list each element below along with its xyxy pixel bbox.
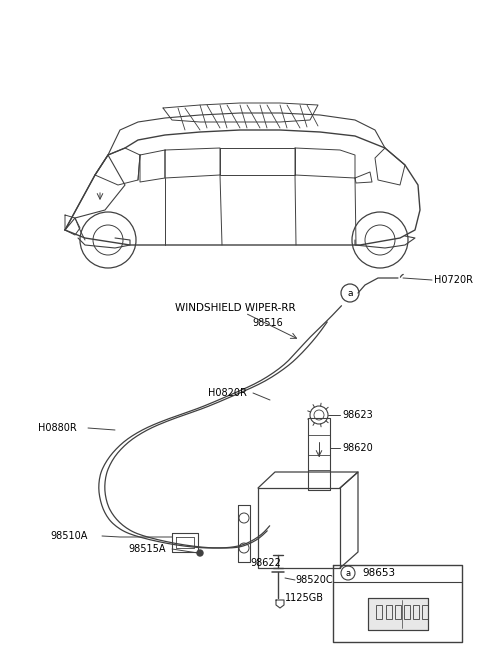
Text: WINDSHIELD WIPER-RR: WINDSHIELD WIPER-RR: [175, 303, 296, 313]
Bar: [368, 598, 428, 630]
Text: 98515A: 98515A: [128, 544, 166, 554]
Bar: [376, 605, 382, 619]
Text: H0720R: H0720R: [434, 275, 473, 285]
Text: 98622: 98622: [250, 558, 281, 568]
Bar: [422, 605, 428, 619]
Bar: [386, 605, 392, 619]
Bar: [395, 605, 401, 619]
Text: 98510A: 98510A: [50, 531, 87, 541]
Text: 98620: 98620: [342, 443, 373, 453]
Text: 1125GB: 1125GB: [285, 593, 324, 603]
Text: 98653: 98653: [362, 568, 395, 578]
Text: 98623: 98623: [342, 410, 373, 420]
Text: a: a: [346, 569, 350, 577]
Bar: [404, 605, 410, 619]
Text: 98516: 98516: [252, 318, 283, 328]
Bar: [413, 605, 419, 619]
Text: H0820R: H0820R: [208, 388, 247, 398]
Text: H0880R: H0880R: [38, 423, 77, 433]
Text: 98520C: 98520C: [295, 575, 333, 585]
Circle shape: [197, 550, 203, 556]
Text: a: a: [347, 289, 353, 298]
